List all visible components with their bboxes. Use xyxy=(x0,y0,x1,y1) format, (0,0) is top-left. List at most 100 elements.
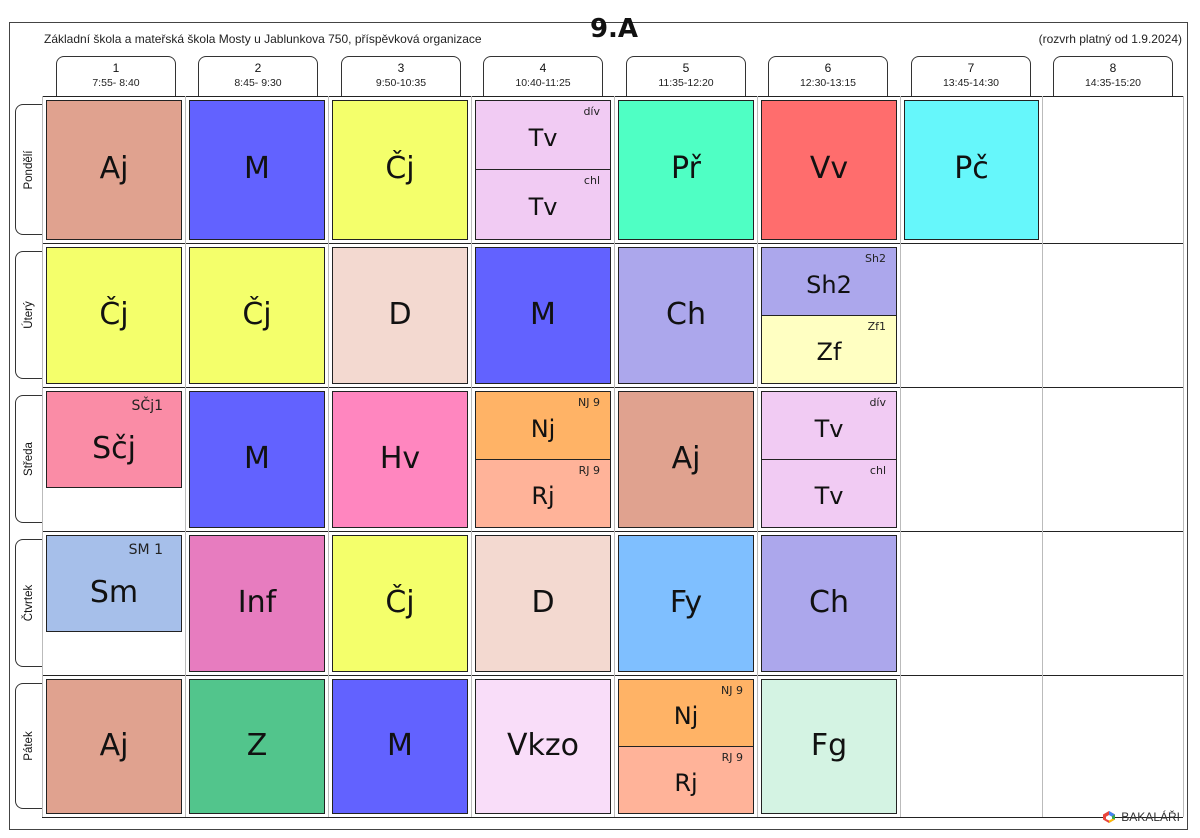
period-time: 9:50-10:35 xyxy=(375,77,427,89)
lesson-aj[interactable]: Aj xyxy=(46,679,182,814)
subject-label: Ch xyxy=(666,297,706,332)
row-divider xyxy=(42,387,1183,388)
lesson-nj[interactable]: Nj NJ 9 xyxy=(475,391,611,460)
period-number: 7 xyxy=(967,61,975,75)
subject-label: Vkzo xyxy=(507,728,579,763)
subject-label: Sčj xyxy=(92,431,136,466)
lesson-nj[interactable]: Nj NJ 9 xyxy=(618,679,754,747)
lesson-vkzo[interactable]: Vkzo xyxy=(475,679,611,814)
lesson-tv-div[interactable]: Tv dív xyxy=(761,391,897,460)
subject-label: M xyxy=(244,151,270,186)
column-divider xyxy=(471,96,472,817)
lesson-cj[interactable]: Čj xyxy=(189,247,325,384)
period-number: 8 xyxy=(1109,61,1117,75)
bakalari-label: BAKALÁŘI xyxy=(1121,810,1180,824)
period-header-2: 2 8:45- 9:30 xyxy=(198,56,318,96)
subject-label: Aj xyxy=(671,441,701,476)
bakalari-logo: BAKALÁŘI xyxy=(1102,810,1180,824)
day-label: Pondělí xyxy=(23,149,35,190)
subject-label: Čj xyxy=(385,151,415,186)
lesson-ch[interactable]: Ch xyxy=(618,247,754,384)
lesson-inf[interactable]: Inf xyxy=(189,535,325,672)
lesson-zf[interactable]: Zf Zf1 xyxy=(761,316,897,384)
period-header-3: 3 9:50-10:35 xyxy=(341,56,461,96)
subject-label: Čj xyxy=(385,585,415,620)
column-divider xyxy=(185,96,186,817)
lesson-m[interactable]: M xyxy=(475,247,611,384)
period-number: 3 xyxy=(397,61,405,75)
lesson-pc[interactable]: Pč xyxy=(904,100,1039,240)
period-number: 2 xyxy=(254,61,262,75)
lesson-aj[interactable]: Aj xyxy=(46,100,182,240)
column-divider xyxy=(614,96,615,817)
lesson-cj[interactable]: Čj xyxy=(332,535,468,672)
lesson-pr[interactable]: Př xyxy=(618,100,754,240)
subject-label: M xyxy=(387,728,413,763)
lesson-tv-chl[interactable]: Tv chl xyxy=(761,460,897,528)
lesson-rj[interactable]: Rj RJ 9 xyxy=(475,460,611,528)
period-number: 1 xyxy=(112,61,120,75)
lesson-sm[interactable]: Sm SM 1 xyxy=(46,535,182,632)
lesson-tv-div[interactable]: Tv dív xyxy=(475,100,611,170)
day-header-2: Středa xyxy=(15,395,42,523)
lesson-d[interactable]: D xyxy=(475,535,611,672)
period-number: 6 xyxy=(824,61,832,75)
group-label: Zf1 xyxy=(867,320,886,333)
subject-label: Aj xyxy=(99,151,129,186)
subject-label: D xyxy=(388,297,412,332)
column-divider xyxy=(1042,96,1043,817)
subject-label: Ch xyxy=(809,585,849,620)
lesson-m[interactable]: M xyxy=(189,391,325,528)
subject-label: Fy xyxy=(669,585,703,620)
period-time: 14:35-15:20 xyxy=(1084,77,1142,89)
group-label: chl xyxy=(869,464,886,477)
lesson-rj[interactable]: Rj RJ 9 xyxy=(618,747,754,814)
period-header-5: 5 11:35-12:20 xyxy=(626,56,746,96)
group-label: chl xyxy=(583,174,600,187)
period-number: 5 xyxy=(682,61,690,75)
subject-label: Tv xyxy=(528,193,558,221)
bakalari-logo-icon xyxy=(1103,811,1116,823)
subject-label: Rj xyxy=(531,482,555,510)
day-header-1: Úterý xyxy=(15,251,42,379)
lesson-ch[interactable]: Ch xyxy=(761,535,897,672)
subject-label: Hv xyxy=(379,441,421,476)
group-label: SČj1 xyxy=(131,398,163,414)
row-divider xyxy=(42,243,1183,244)
lesson-m[interactable]: M xyxy=(189,100,325,240)
group-label: Sh2 xyxy=(865,252,886,265)
lesson-fy[interactable]: Fy xyxy=(618,535,754,672)
subject-label: Pč xyxy=(954,151,989,186)
column-divider xyxy=(900,96,901,817)
group-label: SM 1 xyxy=(128,542,163,558)
lesson-aj[interactable]: Aj xyxy=(618,391,754,528)
lesson-scj[interactable]: Sčj SČj1 xyxy=(46,391,182,488)
lesson-vv[interactable]: Vv xyxy=(761,100,897,240)
subject-label: Vv xyxy=(809,151,849,186)
lesson-z[interactable]: Z xyxy=(189,679,325,814)
lesson-sh2[interactable]: Sh2 Sh2 xyxy=(761,247,897,316)
lesson-tv-chl[interactable]: Tv chl xyxy=(475,170,611,240)
lesson-m[interactable]: M xyxy=(332,679,468,814)
lesson-fg[interactable]: Fg xyxy=(761,679,897,814)
subject-label: D xyxy=(531,585,555,620)
period-time: 7:55- 8:40 xyxy=(92,77,140,89)
period-header-6: 6 12:30-13:15 xyxy=(768,56,888,96)
day-header-4: Pátek xyxy=(15,683,42,809)
lesson-cj[interactable]: Čj xyxy=(332,100,468,240)
subject-label: Zf xyxy=(816,338,842,366)
row-divider xyxy=(42,817,1183,818)
subject-label: Tv xyxy=(528,124,558,152)
day-label: Středa xyxy=(23,442,35,476)
lesson-hv[interactable]: Hv xyxy=(332,391,468,528)
lesson-cj[interactable]: Čj xyxy=(46,247,182,384)
row-divider xyxy=(42,96,1183,97)
column-divider xyxy=(328,96,329,817)
subject-label: Inf xyxy=(237,585,277,620)
class-title: 9.A xyxy=(589,14,639,44)
period-time: 12:30-13:15 xyxy=(799,77,857,89)
lesson-d[interactable]: D xyxy=(332,247,468,384)
period-time: 13:45-14:30 xyxy=(942,77,1000,89)
subject-label: Nj xyxy=(530,415,556,443)
subject-label: Tv xyxy=(814,415,844,443)
